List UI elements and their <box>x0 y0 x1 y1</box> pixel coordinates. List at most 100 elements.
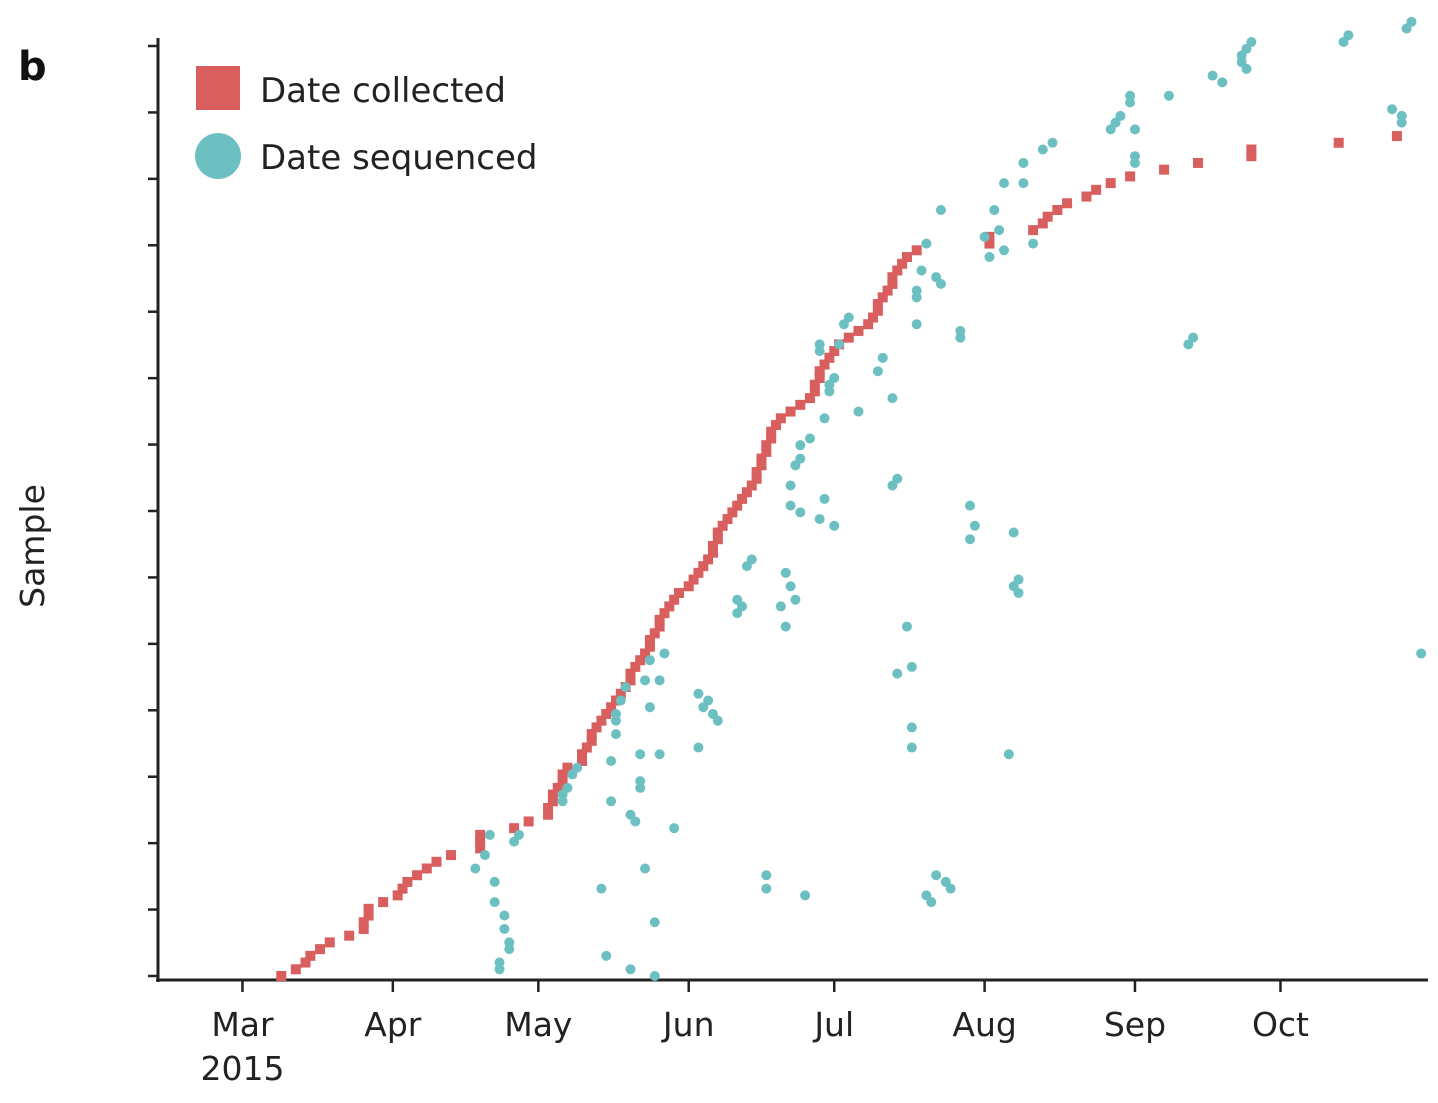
sequenced-point <box>834 339 845 350</box>
collected-point <box>358 923 369 934</box>
collected-point <box>412 870 423 881</box>
sequenced-point <box>659 648 670 659</box>
sequenced-point <box>644 702 655 713</box>
sequenced-point <box>931 870 942 881</box>
collected-point <box>659 608 670 619</box>
sequenced-point <box>1013 574 1024 585</box>
sequenced-point <box>780 621 791 632</box>
x-tick-label: Jul <box>812 1005 854 1044</box>
collected-point <box>863 319 874 330</box>
collected-point <box>911 245 922 256</box>
sequenced-point <box>906 722 917 733</box>
sequenced-point <box>1008 527 1019 538</box>
sequenced-point <box>814 514 825 525</box>
sequenced-point <box>800 890 811 901</box>
collected-point <box>601 708 612 719</box>
sequenced-point <box>1018 157 1029 168</box>
sequenced-point <box>1207 70 1218 81</box>
collected-point <box>315 944 326 955</box>
sequenced-point <box>640 863 651 874</box>
collected-point <box>892 265 903 276</box>
sequenced-point <box>819 493 830 504</box>
sequenced-point <box>775 601 786 612</box>
collected-point <box>751 467 762 478</box>
collected-point <box>523 816 534 827</box>
sequenced-point <box>606 796 617 807</box>
collected-point <box>809 386 820 397</box>
collected-point <box>1125 171 1136 182</box>
sequenced-point <box>916 265 927 276</box>
collected-point <box>814 372 825 383</box>
collected-point <box>596 715 607 726</box>
collected-point <box>1159 164 1170 175</box>
collected-point <box>887 278 898 289</box>
sequenced-point <box>829 520 840 531</box>
collected-point <box>446 850 457 861</box>
sequenced-point <box>615 695 626 706</box>
sequenced-point <box>892 668 903 679</box>
sequenced-point <box>1246 37 1257 47</box>
sequenced-point <box>906 661 917 672</box>
collected-point <box>824 352 835 363</box>
sequenced-point <box>693 742 704 753</box>
sequenced-point <box>644 655 655 666</box>
collected-point <box>664 601 675 612</box>
legend-collected-label: Date collected <box>260 71 506 111</box>
collected-point <box>868 312 879 323</box>
sequenced-point <box>610 729 621 740</box>
sequenced-point <box>654 749 665 760</box>
sequenced-point <box>504 944 515 955</box>
sequenced-point <box>843 312 854 323</box>
collected-point <box>591 722 602 733</box>
sequenced-point <box>872 366 883 377</box>
axes: Mar Apr May Jun Jul Aug Sep Oct 2015 <box>148 38 1428 1088</box>
collected-point <box>751 473 762 484</box>
sequenced-point <box>785 500 796 511</box>
collected-point <box>727 507 738 518</box>
collected-point <box>649 628 660 639</box>
sequenced-point <box>969 520 980 531</box>
collected-point <box>625 675 636 686</box>
sequenced-point <box>625 964 636 975</box>
collected-point <box>586 729 597 740</box>
x-tick-label: Aug <box>952 1005 1016 1044</box>
sequenced-point <box>1217 77 1228 88</box>
collected-point <box>703 554 714 565</box>
collected-point <box>654 621 665 632</box>
sequenced-point <box>1037 144 1048 155</box>
sequenced-point <box>635 749 646 760</box>
collected-point <box>625 668 636 679</box>
x-tick-label: Mar <box>211 1005 274 1044</box>
collected-point <box>654 614 665 625</box>
collected-point <box>421 863 432 874</box>
collected-point <box>344 930 355 941</box>
sequenced-point <box>795 440 806 451</box>
collected-point <box>276 971 287 981</box>
collected-point <box>683 581 694 592</box>
sequenced-point <box>994 225 1005 236</box>
collected-point <box>577 755 587 766</box>
sequenced-point <box>853 406 864 417</box>
sequenced-point <box>610 708 621 719</box>
collected-point <box>577 749 587 760</box>
sequenced-point <box>1387 104 1398 115</box>
collected-point <box>581 742 592 753</box>
sequenced-point <box>892 473 903 484</box>
collected-point <box>843 332 854 343</box>
collected-point <box>1333 137 1344 148</box>
sequenced-point <box>712 715 723 726</box>
sequenced-point <box>693 688 704 699</box>
sequenced-point <box>1343 30 1354 41</box>
collected-point <box>431 856 442 867</box>
collected-point <box>509 823 520 834</box>
sequenced-point <box>1013 587 1024 598</box>
sequenced-point <box>984 252 995 263</box>
sequenced-point <box>761 883 772 894</box>
collected-point <box>712 534 723 545</box>
sequenced-point <box>989 204 1000 215</box>
sequenced-point <box>1188 332 1199 343</box>
collected-point <box>756 460 767 471</box>
x-tick-label: Jun <box>661 1005 715 1044</box>
collected-point <box>635 655 646 666</box>
sequenced-point <box>1241 63 1252 74</box>
